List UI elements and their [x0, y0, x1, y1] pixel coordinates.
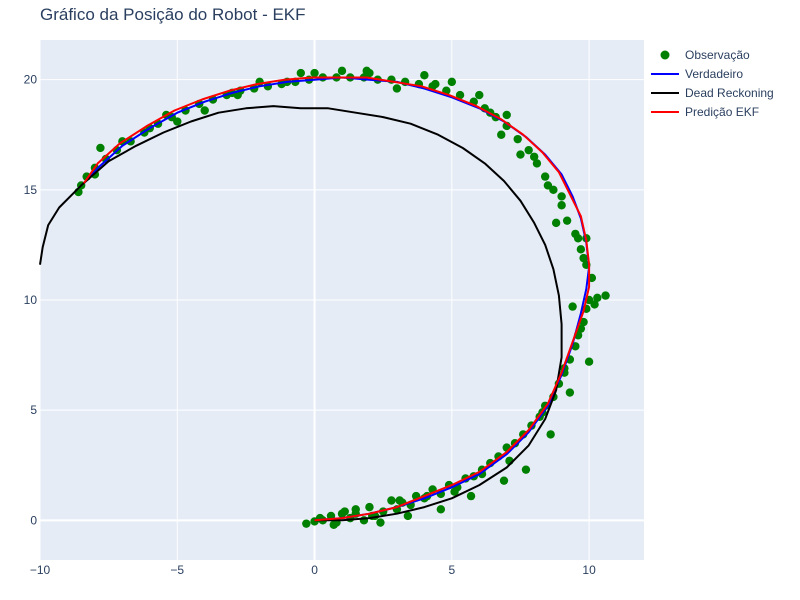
- observation-point: [601, 291, 610, 300]
- observation-point: [475, 90, 484, 100]
- observation-point: [96, 143, 105, 153]
- observation-point: [584, 357, 594, 366]
- observation-point: [590, 300, 599, 309]
- observation-point: [546, 430, 555, 439]
- data-series: [39, 66, 610, 529]
- observation-point: [557, 201, 566, 210]
- observation-point: [524, 145, 533, 155]
- observation-point: [557, 192, 566, 201]
- observation-point: [387, 496, 396, 505]
- legend: Observação Verdadeiro Dead Reckoning Prediç…: [651, 48, 774, 119]
- legend-item[interactable]: Verdadeiro: [651, 67, 743, 81]
- x-axis-ticks: −10 −5 0 5 10: [30, 563, 596, 577]
- observation-point: [579, 253, 588, 263]
- observation-point: [302, 519, 311, 528]
- observation-point: [365, 502, 374, 512]
- observation-point: [579, 317, 588, 327]
- observation-point: [513, 134, 522, 144]
- observation-point: [329, 520, 338, 529]
- series-line-dead-reckoning: [39, 105, 563, 522]
- observation-point: [395, 496, 404, 505]
- y-tick-label: 5: [30, 403, 37, 417]
- legend-marker: [660, 50, 670, 60]
- observation-point: [562, 216, 572, 225]
- x-tick-label: −10: [30, 563, 51, 577]
- observation-point: [447, 77, 457, 87]
- observation-point: [450, 487, 459, 496]
- legend-label: Dead Reckoning: [685, 86, 774, 100]
- series-line-predicao-ekf: [83, 76, 591, 522]
- observation-point: [532, 159, 542, 168]
- observation-point: [521, 465, 531, 474]
- observation-point: [543, 181, 553, 190]
- observation-point: [551, 218, 561, 228]
- observation-point: [436, 505, 446, 514]
- observation-point: [568, 302, 577, 311]
- chart-title: Gráfico da Posição do Robot - EKF: [40, 5, 306, 24]
- observation-point: [200, 106, 209, 115]
- y-tick-label: 20: [24, 73, 38, 87]
- legend-label: Predição EKF: [685, 105, 759, 119]
- observation-point: [431, 79, 440, 89]
- observation-point: [516, 150, 525, 159]
- x-tick-label: 0: [311, 563, 318, 577]
- observation-point: [310, 68, 319, 78]
- observation-point: [466, 491, 476, 501]
- observation-point: [576, 245, 586, 254]
- y-tick-label: 0: [30, 513, 37, 527]
- observation-point: [337, 66, 347, 76]
- observation-point: [392, 84, 402, 93]
- observation-point: [529, 152, 539, 161]
- observation-point: [362, 66, 371, 76]
- observation-point: [497, 130, 506, 139]
- legend-item[interactable]: Predição EKF: [651, 105, 759, 119]
- observation-point: [499, 476, 509, 485]
- observation-point: [420, 71, 429, 80]
- legend-label: Verdadeiro: [685, 67, 743, 81]
- y-tick-label: 15: [24, 183, 38, 197]
- observation-point: [340, 507, 349, 516]
- observation-point: [376, 518, 385, 527]
- observation-point: [502, 110, 511, 120]
- y-tick-label: 10: [24, 293, 38, 307]
- observation-point: [540, 172, 550, 181]
- observation-point: [403, 511, 413, 521]
- y-axis-ticks: 0 5 10 15 20: [24, 73, 38, 528]
- x-tick-label: 5: [448, 563, 455, 577]
- legend-label: Observação: [685, 48, 750, 62]
- legend-item[interactable]: Observação: [660, 48, 751, 62]
- observation-point: [573, 234, 583, 243]
- x-tick-label: 10: [582, 563, 596, 577]
- legend-item[interactable]: Dead Reckoning: [651, 86, 774, 100]
- observation-point: [296, 68, 306, 78]
- x-tick-label: −5: [170, 563, 184, 577]
- observation-point: [173, 117, 182, 126]
- observation-point: [565, 388, 575, 397]
- observation-point: [455, 90, 465, 100]
- observation-point: [593, 293, 602, 302]
